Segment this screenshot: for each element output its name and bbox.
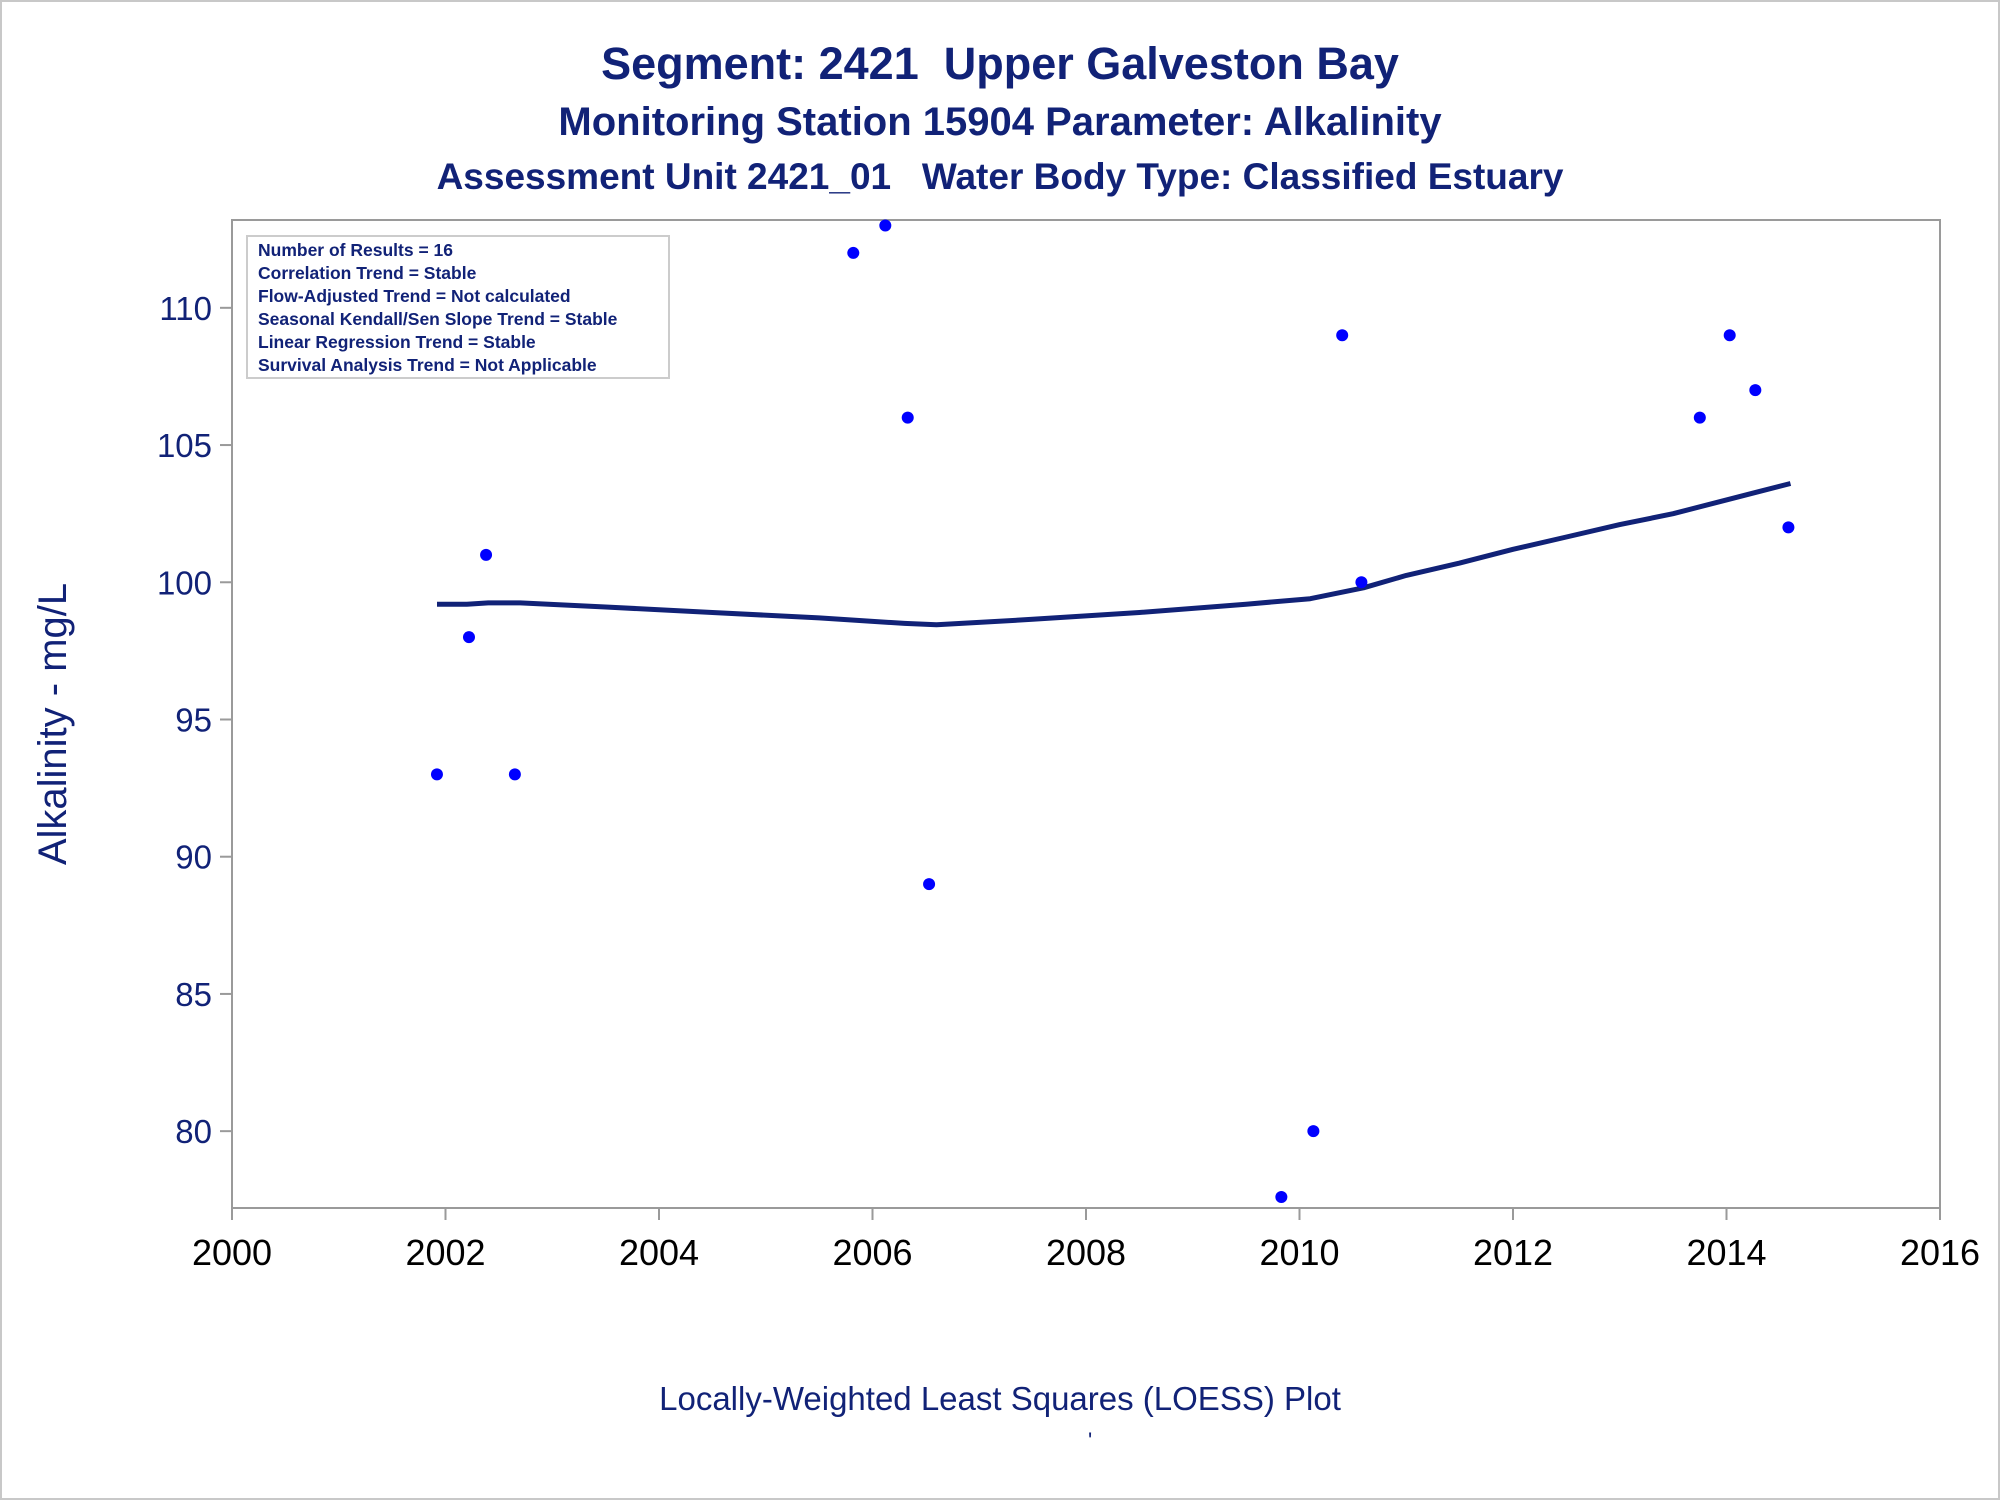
data-point	[1355, 576, 1368, 589]
chart-subtitle-2: Assessment Unit 2421_01 Water Body Type:…	[436, 156, 1564, 197]
y-axis-label: Alkalinity - mg/L	[31, 583, 75, 865]
footnote-mark: '	[1088, 1428, 1093, 1453]
data-point	[879, 219, 892, 232]
y-tick-label: 80	[175, 1113, 212, 1150]
y-axis: 80 85 90 95 100 105 110	[157, 290, 232, 1150]
data-point	[923, 878, 936, 891]
data-point	[901, 411, 914, 424]
y-tick-label: 95	[175, 701, 212, 738]
x-tick-label: 2016	[1900, 1232, 1980, 1273]
x-tick-label: 2010	[1259, 1232, 1339, 1273]
data-point	[1336, 329, 1349, 342]
chart-footnote: Locally-Weighted Least Squares (LOESS) P…	[659, 1380, 1341, 1417]
x-tick-label: 2008	[1046, 1232, 1126, 1273]
data-point	[1749, 384, 1762, 397]
x-tick-label: 2006	[832, 1232, 912, 1273]
data-point	[430, 768, 443, 781]
chart-subtitle: Monitoring Station 15904 Parameter: Alka…	[558, 100, 1442, 144]
stats-line: Linear Regression Trend = Stable	[258, 332, 536, 352]
y-tick-label: 100	[157, 564, 212, 601]
stats-line: Seasonal Kendall/Sen Slope Trend = Stabl…	[258, 309, 618, 329]
stats-line: Number of Results = 16	[258, 240, 453, 260]
data-point	[1782, 521, 1795, 534]
stats-line: Flow-Adjusted Trend = Not calculated	[258, 286, 571, 306]
y-tick-label: 105	[157, 427, 212, 464]
data-point	[1693, 411, 1706, 424]
loess-series	[437, 481, 1792, 628]
x-tick-label: 2002	[405, 1232, 485, 1273]
y-tick-label: 110	[159, 290, 212, 327]
stats-line: Correlation Trend = Stable	[258, 263, 477, 283]
data-point	[847, 246, 860, 259]
loess-line	[437, 481, 1792, 628]
data-points	[430, 219, 1795, 1204]
x-tick-label: 2012	[1473, 1232, 1553, 1273]
y-tick-label: 90	[175, 839, 212, 876]
x-tick-label: 2004	[619, 1232, 699, 1273]
data-point	[462, 631, 475, 644]
x-tick-label: 2000	[192, 1232, 272, 1273]
chart-title: Segment: 2421 Upper Galveston Bay	[601, 38, 1399, 89]
stats-box: Number of Results = 16 Correlation Trend …	[246, 235, 670, 379]
stats-box-border	[246, 235, 670, 379]
x-tick-label: 2014	[1686, 1232, 1766, 1273]
y-tick-label: 85	[175, 976, 212, 1013]
data-point	[508, 768, 521, 781]
data-point	[1723, 329, 1736, 342]
data-point	[1275, 1191, 1288, 1204]
stats-line: Survival Analysis Trend = Not Applicable	[258, 355, 597, 375]
x-axis: 2000 2002 2004 2006 2008 2010 2012 2014 2016	[192, 1208, 1980, 1273]
data-point	[1307, 1125, 1320, 1138]
data-point	[480, 548, 493, 561]
